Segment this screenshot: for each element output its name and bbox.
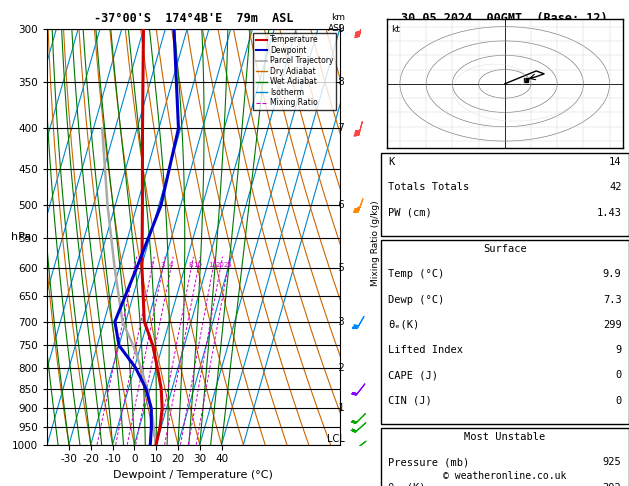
- Text: -37°00'S  174°4B'E  79m  ASL: -37°00'S 174°4B'E 79m ASL: [94, 12, 293, 25]
- Text: 9: 9: [615, 345, 621, 355]
- Text: 25: 25: [223, 262, 232, 268]
- Text: 7.3: 7.3: [603, 295, 621, 305]
- X-axis label: Dewpoint / Temperature (°C): Dewpoint / Temperature (°C): [113, 470, 274, 480]
- Text: Mixing Ratio (g/kg): Mixing Ratio (g/kg): [371, 200, 380, 286]
- Text: 0: 0: [615, 396, 621, 406]
- Text: 4: 4: [169, 262, 173, 268]
- Text: © weatheronline.co.uk: © weatheronline.co.uk: [443, 471, 567, 481]
- Text: Pressure (mb): Pressure (mb): [388, 457, 469, 468]
- Text: Temp (°C): Temp (°C): [388, 269, 444, 279]
- Text: km
ASL: km ASL: [328, 13, 345, 33]
- Bar: [381, 153, 629, 236]
- Text: PW (cm): PW (cm): [388, 208, 431, 218]
- Text: 0: 0: [615, 370, 621, 381]
- Text: 8: 8: [189, 262, 194, 268]
- Text: 16: 16: [208, 262, 218, 268]
- Text: LCL: LCL: [327, 434, 345, 444]
- Text: -8: -8: [335, 77, 345, 87]
- Bar: [381, 428, 629, 486]
- Text: 42: 42: [609, 182, 621, 192]
- Text: -3: -3: [335, 316, 345, 327]
- Text: hPa: hPa: [11, 232, 31, 242]
- Text: Totals Totals: Totals Totals: [388, 182, 469, 192]
- Text: -6: -6: [335, 200, 345, 210]
- Legend: Temperature, Dewpoint, Parcel Trajectory, Dry Adiabat, Wet Adiabat, Isotherm, Mi: Temperature, Dewpoint, Parcel Trajectory…: [253, 33, 336, 110]
- Text: 302: 302: [603, 483, 621, 486]
- Text: CIN (J): CIN (J): [388, 396, 431, 406]
- Text: 2: 2: [150, 262, 154, 268]
- Text: 30.05.2024  00GMT  (Base: 12): 30.05.2024 00GMT (Base: 12): [401, 12, 608, 25]
- Text: 1.43: 1.43: [596, 208, 621, 218]
- Text: 299: 299: [603, 320, 621, 330]
- Bar: [381, 240, 629, 424]
- Text: 10: 10: [194, 262, 203, 268]
- Text: CAPE (J): CAPE (J): [388, 370, 438, 381]
- Text: -9: -9: [335, 24, 345, 34]
- Text: 14: 14: [609, 157, 621, 167]
- Text: -2: -2: [335, 363, 345, 373]
- Text: K: K: [388, 157, 394, 167]
- Text: 9.9: 9.9: [603, 269, 621, 279]
- Text: -5: -5: [335, 263, 345, 274]
- Text: 20: 20: [216, 262, 225, 268]
- Text: θₑ(K): θₑ(K): [388, 320, 420, 330]
- Text: Surface: Surface: [483, 244, 526, 254]
- Text: -7: -7: [335, 123, 345, 134]
- Text: 3: 3: [160, 262, 165, 268]
- Text: Most Unstable: Most Unstable: [464, 432, 545, 442]
- Text: Lifted Index: Lifted Index: [388, 345, 463, 355]
- Text: kt: kt: [391, 25, 401, 34]
- Text: 1: 1: [132, 262, 136, 268]
- Text: θₑ (K): θₑ (K): [388, 483, 425, 486]
- Text: 925: 925: [603, 457, 621, 468]
- Text: Dewp (°C): Dewp (°C): [388, 295, 444, 305]
- Text: -1: -1: [335, 403, 345, 413]
